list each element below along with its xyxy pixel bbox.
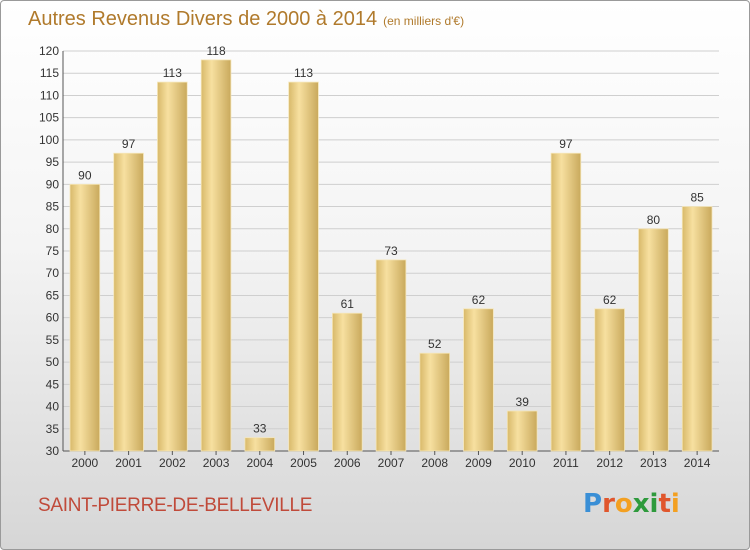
y-tick-label: 105 <box>39 111 59 125</box>
bar <box>69 183 101 452</box>
x-tick-label: 2001 <box>115 456 142 470</box>
bar <box>244 437 276 452</box>
x-tick-label: 2005 <box>290 456 317 470</box>
y-tick-label: 110 <box>40 88 59 102</box>
bar <box>288 81 319 452</box>
bar <box>638 228 669 452</box>
x-tick-label: 2008 <box>421 456 448 470</box>
x-tick-label: 2011 <box>553 456 579 470</box>
x-tick-label: 2003 <box>203 456 230 470</box>
bar <box>463 308 494 452</box>
y-tick-label: 35 <box>46 422 60 436</box>
bar <box>419 352 451 452</box>
data-label: 85 <box>690 191 704 205</box>
x-tick-label: 2006 <box>334 456 361 470</box>
y-tick-label: 120 <box>39 44 59 58</box>
y-tick-label: 115 <box>40 66 59 80</box>
logo-letter: P <box>583 489 603 519</box>
logo-letter: i <box>670 489 680 519</box>
x-tick-label: 2004 <box>246 456 273 470</box>
y-tick-label: 75 <box>46 244 60 258</box>
chart-title: Autres Revenus Divers de 2000 à 2014 (en … <box>28 8 464 31</box>
y-tick-label: 40 <box>46 400 60 414</box>
data-label: 61 <box>341 297 355 311</box>
bar <box>375 259 407 452</box>
logo-letter: r <box>602 489 615 519</box>
location-name: SAINT-PIERRE-DE-BELLEVILLE <box>38 495 313 516</box>
x-tick-label: 2000 <box>72 456 99 470</box>
data-label: 113 <box>294 66 313 80</box>
bar <box>157 81 188 452</box>
y-tick-label: 90 <box>46 177 60 191</box>
x-tick-label: 2002 <box>159 456 186 470</box>
data-label: 52 <box>428 337 442 351</box>
y-tick-label: 95 <box>46 155 60 169</box>
x-tick-label: 2014 <box>684 456 711 470</box>
data-label: 39 <box>516 395 530 409</box>
data-label: 62 <box>603 293 617 307</box>
x-tick-label: 2007 <box>378 456 405 470</box>
data-label: 113 <box>163 66 182 80</box>
y-tick-label: 50 <box>46 355 60 369</box>
x-tick-label: 2013 <box>640 456 667 470</box>
x-tick-label: 2010 <box>509 456 536 470</box>
bar <box>200 59 232 452</box>
logo-letter: t <box>658 489 671 519</box>
bar <box>506 410 538 452</box>
bar <box>681 206 713 452</box>
chart-title-text: Autres Revenus Divers de 2000 à 2014 <box>28 8 378 30</box>
y-tick-label: 85 <box>46 200 60 214</box>
data-label: 97 <box>122 137 136 151</box>
logo-letter: i <box>649 489 659 519</box>
bar <box>331 312 363 452</box>
y-tick-label: 70 <box>46 266 60 280</box>
bar <box>113 152 144 452</box>
y-tick-label: 100 <box>39 133 59 147</box>
data-label: 90 <box>78 168 92 182</box>
data-label: 97 <box>559 137 573 151</box>
y-tick-label: 30 <box>46 444 60 458</box>
y-tick-label: 65 <box>46 288 60 302</box>
bar <box>550 152 582 452</box>
data-label: 118 <box>206 44 225 58</box>
x-tick-label: 2009 <box>465 456 492 470</box>
chart-subtitle: (en milliers d'€) <box>383 14 465 28</box>
proxiti-logo: Proxiti <box>583 489 680 519</box>
y-tick-label: 60 <box>46 311 60 325</box>
y-tick-label: 55 <box>46 333 60 347</box>
data-label: 80 <box>647 213 661 227</box>
logo-letter: o <box>614 489 633 519</box>
y-tick-label: 80 <box>46 222 60 236</box>
bar <box>594 308 625 452</box>
logo-letter: x <box>632 489 650 519</box>
data-label: 62 <box>472 293 486 307</box>
data-label: 33 <box>253 422 267 436</box>
y-tick-label: 45 <box>46 377 60 391</box>
data-label: 73 <box>384 244 398 258</box>
x-tick-label: 2012 <box>596 456 623 470</box>
